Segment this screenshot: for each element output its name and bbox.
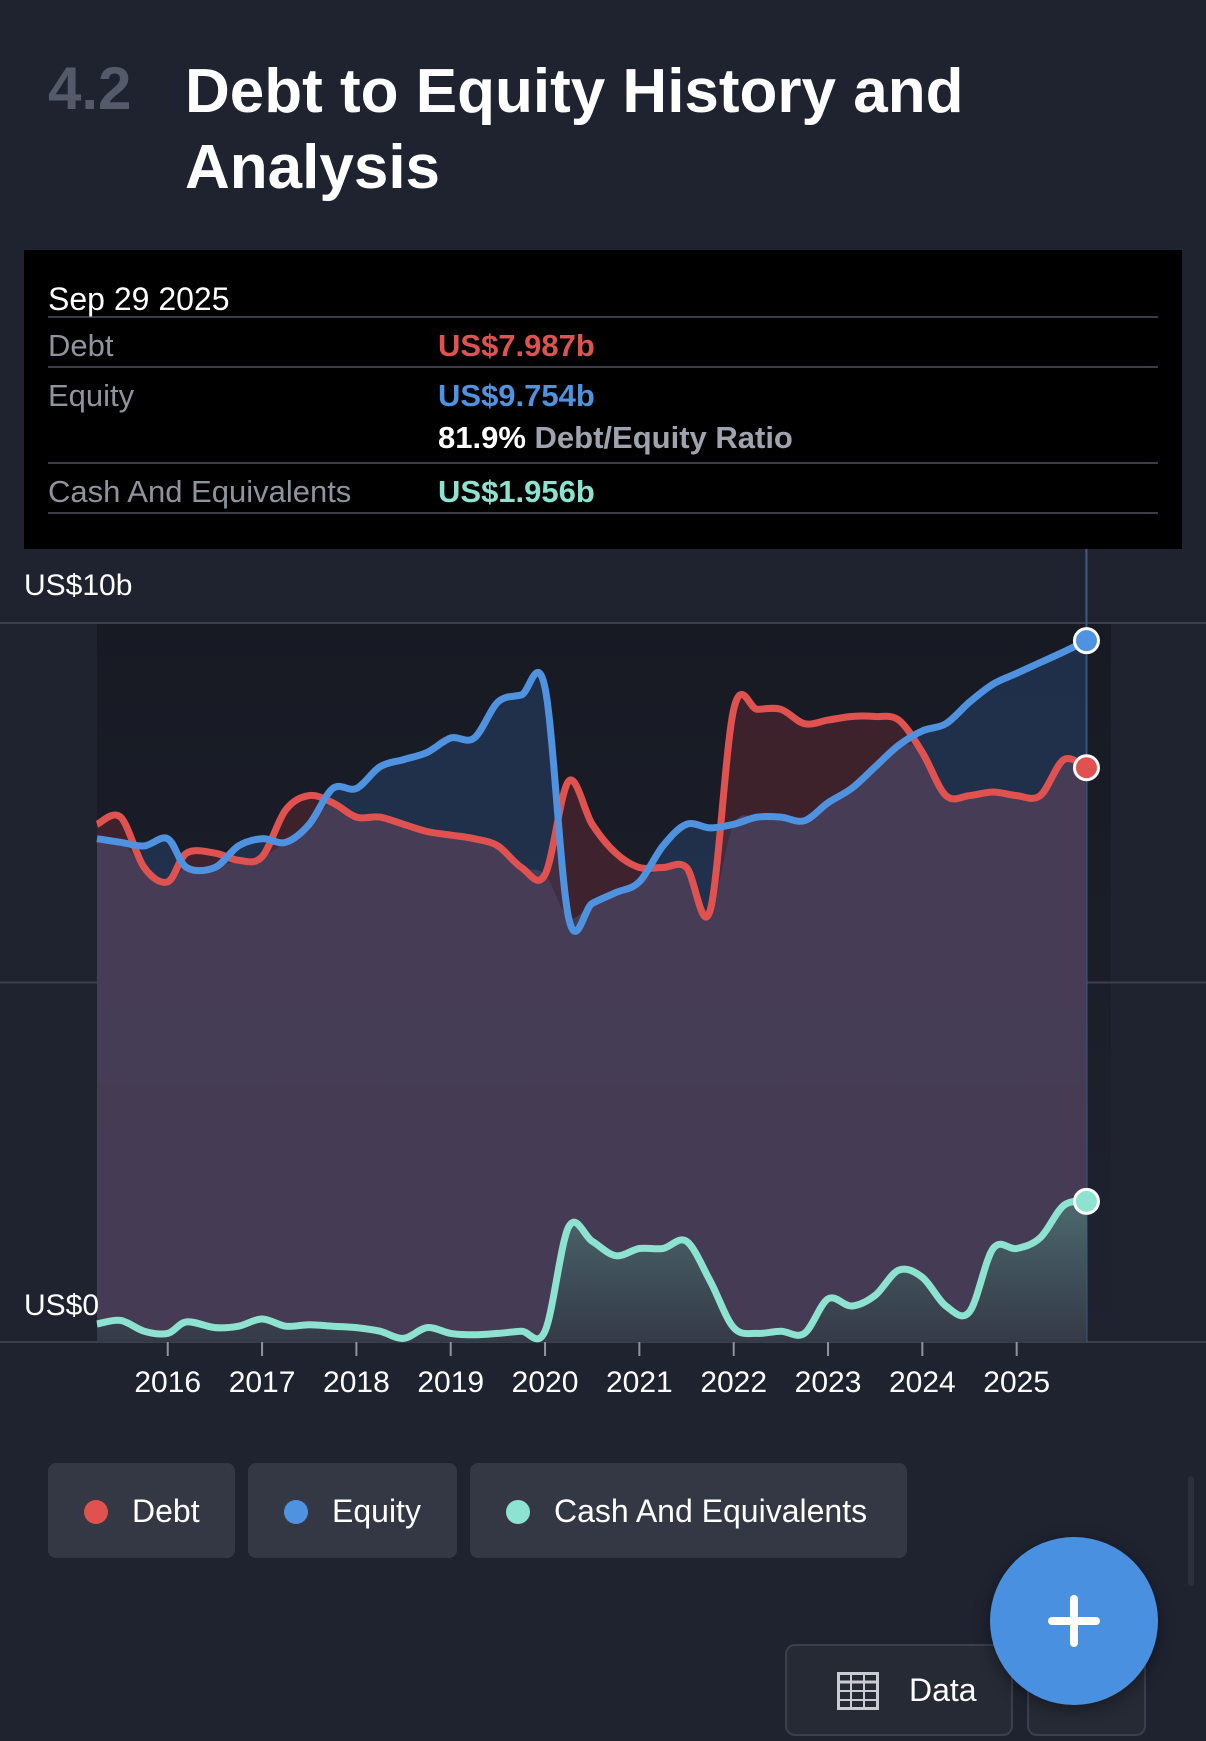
tooltip-cash-value: US$1.956b	[438, 474, 595, 509]
equity-line	[96, 637, 1089, 935]
y-axis-top-label: US$10b	[24, 569, 132, 602]
equity-dot-icon	[284, 1500, 308, 1524]
cash-dot-icon	[506, 1500, 530, 1524]
tooltip-debt-value: US$7.987b	[438, 328, 595, 363]
x-tick-label-2021: 2021	[606, 1366, 673, 1399]
tooltip-row-cash: Cash And Equivalents US$1.956b	[48, 464, 1158, 514]
scrollbar[interactable]	[1188, 1476, 1194, 1586]
debt-equity-chart[interactable]: 2016 2017 2018 2019 2020 2021 2022 2023 2024 2025…	[0, 549, 1206, 1409]
tooltip-row-debt: Debt US$7.987b	[48, 318, 1158, 368]
tooltip-row-equity: Equity US$9.754b	[48, 368, 1158, 416]
legend-debt-label: Debt	[132, 1493, 200, 1529]
equity-end-marker[interactable]	[1072, 627, 1100, 655]
overlap-area	[97, 744, 1087, 1342]
cash-end-marker[interactable]	[1072, 1187, 1100, 1215]
x-tick-label-2022: 2022	[700, 1366, 767, 1399]
legend-item-equity[interactable]: Equity	[248, 1463, 457, 1558]
tooltip-debt-label: Debt	[48, 328, 114, 363]
tooltip-ratio-label: Debt/Equity Ratio	[534, 420, 793, 455]
section-title: Debt to Equity History and Analysis	[185, 57, 964, 202]
data-button-label: Data	[909, 1672, 977, 1708]
debt-dot-icon	[84, 1500, 108, 1524]
debt-line	[95, 690, 1089, 921]
data-button[interactable]: Data	[785, 1644, 1013, 1736]
x-tick-label-2016: 2016	[134, 1366, 201, 1399]
tooltip-ratio: 81.9% Debt/Equity Ratio	[438, 420, 793, 456]
chart-svg[interactable]: 2016 2017 2018 2019 2020 2021 2022 2023 2024 2025…	[0, 549, 1206, 1409]
legend-equity-label: Equity	[332, 1493, 421, 1529]
tooltip-cash-label: Cash And Equivalents	[48, 474, 352, 509]
x-tick-label-2017: 2017	[229, 1366, 296, 1399]
legend-item-debt[interactable]: Debt	[48, 1463, 235, 1558]
section-number: 4.2	[48, 55, 132, 122]
legend-cash-label: Cash And Equivalents	[554, 1493, 868, 1529]
cash-area	[97, 1201, 1087, 1342]
table-icon	[837, 1672, 879, 1710]
tooltip-row-ratio: 81.9% Debt/Equity Ratio	[48, 416, 1158, 464]
legend-item-cash[interactable]: Cash And Equivalents	[470, 1463, 907, 1558]
x-tick-label-2023: 2023	[795, 1366, 862, 1399]
tooltip-equity-value: US$9.754b	[438, 378, 595, 413]
cash-line	[96, 1197, 1088, 1343]
add-fab-button[interactable]	[990, 1537, 1158, 1705]
chart-tooltip: Sep 29 2025 Debt US$7.987b Equity US$9.7…	[24, 250, 1182, 549]
x-tick-label-2018: 2018	[323, 1366, 390, 1399]
x-tick-label-2019: 2019	[417, 1366, 484, 1399]
x-tick-label-2020: 2020	[512, 1366, 579, 1399]
debt-end-marker[interactable]	[1072, 754, 1100, 782]
x-tick-label-2025: 2025	[983, 1366, 1050, 1399]
tooltip-ratio-value: 81.9%	[438, 420, 526, 455]
section-header: 4.2 Debt to Equity History and Analysis	[0, 48, 1206, 208]
tooltip-date: Sep 29 2025	[48, 280, 1158, 318]
y-axis-bottom-label: US$0	[24, 1289, 99, 1322]
x-tick-label-2024: 2024	[889, 1366, 956, 1399]
tooltip-equity-label: Equity	[48, 378, 135, 413]
